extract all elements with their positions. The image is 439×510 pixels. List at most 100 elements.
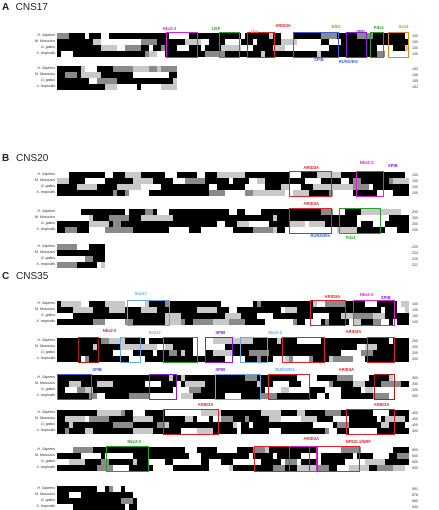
- motif-box: [356, 171, 385, 197]
- alignment-shading: [273, 465, 281, 471]
- alignment-shading: [205, 350, 209, 356]
- alignment-shading: [205, 172, 217, 178]
- alignment-shading: [209, 209, 217, 215]
- alignment-shading: [57, 301, 61, 307]
- alignment-shading: [197, 307, 217, 313]
- alignment-shading: [161, 190, 177, 196]
- alignment-shading: [73, 190, 77, 196]
- alignment-shading: [333, 416, 349, 422]
- alignment-shading: [133, 221, 141, 227]
- alignment-shading: [125, 319, 133, 325]
- alignment-shading: [205, 344, 225, 350]
- alignment-shading: [189, 387, 201, 393]
- alignment-shading: [217, 178, 229, 184]
- alignment-shading: [145, 301, 149, 307]
- alignment-shading: [385, 416, 405, 422]
- alignment-shading: [241, 45, 253, 51]
- alignment-shading: [57, 39, 69, 45]
- alignment-shading: [217, 221, 225, 227]
- alignment-shading: [185, 416, 193, 422]
- alignment-shading: [305, 33, 321, 39]
- motif-box: [120, 337, 142, 363]
- alignment-shading: [249, 416, 269, 422]
- alignment-shading: [77, 244, 81, 250]
- alignment-shading: [73, 344, 81, 350]
- alignment-shading: [333, 172, 341, 178]
- alignment-shading: [73, 51, 89, 57]
- alignment-shading: [301, 381, 321, 387]
- alignment-shading: [213, 221, 217, 227]
- alignment-shading: [365, 356, 377, 362]
- alignment-shading: [57, 45, 61, 51]
- alignment-shading: [69, 33, 73, 39]
- sequence-row: [57, 45, 409, 51]
- alignment-shading: [317, 307, 337, 313]
- alignment-shading: [221, 313, 225, 319]
- alignment-shading: [57, 227, 65, 233]
- motif-label: Sox17: [134, 291, 147, 296]
- alignment-shading: [353, 381, 365, 387]
- alignment-shading: [73, 215, 89, 221]
- alignment-shading: [273, 215, 277, 221]
- alignment-shading: [285, 190, 293, 196]
- alignment-shading: [149, 51, 157, 57]
- alignment-shading: [245, 209, 261, 215]
- alignment-shading: [157, 39, 169, 45]
- alignment-shading: [257, 221, 269, 227]
- alignment-shading: [273, 381, 289, 387]
- alignment-block: H. Sapiens 100 M. Musculus 100 G. gallus 100 X…: [0, 160, 439, 197]
- alignment-shading: [281, 307, 285, 313]
- alignment-shading: [125, 307, 141, 313]
- alignment-shading: [89, 375, 101, 381]
- alignment-shading: [289, 356, 293, 362]
- alignment-shading: [157, 66, 161, 72]
- alignment-shading: [81, 356, 85, 362]
- alignment-shading: [141, 84, 161, 90]
- alignment-shading: [197, 428, 213, 434]
- alignment-shading: [361, 221, 369, 227]
- alignment-shading: [93, 504, 105, 510]
- alignment-shading: [341, 410, 349, 416]
- alignment-shading: [341, 313, 353, 319]
- alignment-shading: [153, 78, 161, 84]
- alignment-shading: [389, 410, 397, 416]
- alignment-shading: [329, 393, 333, 399]
- position-number: 153: [412, 67, 418, 71]
- alignment-shading: [185, 39, 201, 45]
- alignment-shading: [269, 422, 285, 428]
- alignment-shading: [225, 313, 241, 319]
- alignment-shading: [365, 381, 373, 387]
- alignment-shading: [245, 416, 249, 422]
- alignment-shading: [325, 410, 341, 416]
- species-label: X. tropicalis: [36, 393, 55, 397]
- alignment-shading: [197, 313, 201, 319]
- alignment-shading: [93, 350, 101, 356]
- alignment-shading: [73, 313, 93, 319]
- alignment-shading: [381, 39, 385, 45]
- alignment-shading: [197, 190, 205, 196]
- alignment-shading: [269, 344, 289, 350]
- motif-label: ARID3A: [197, 402, 214, 407]
- alignment-shading: [197, 221, 213, 227]
- alignment-shading: [261, 381, 273, 387]
- sequence-row: [57, 262, 105, 268]
- alignment-shading: [329, 319, 349, 325]
- alignment-shading: [113, 410, 121, 416]
- alignment-shading: [173, 215, 189, 221]
- alignment-shading: [205, 51, 225, 57]
- alignment-shading: [93, 313, 109, 319]
- alignment-shading: [389, 344, 397, 350]
- motif-box: [289, 446, 318, 472]
- alignment-block: H. Sapiens 400 M. Musculus 400 G. gallus 400 X…: [0, 402, 439, 435]
- alignment-shading: [341, 350, 361, 356]
- alignment-shading: [177, 172, 181, 178]
- alignment-shading: [225, 33, 241, 39]
- alignment-shading: [105, 227, 109, 233]
- alignment-shading: [337, 387, 341, 393]
- alignment-shading: [273, 45, 285, 51]
- alignment-shading: [349, 410, 357, 416]
- alignment-shading: [317, 227, 337, 233]
- alignment-shading: [325, 338, 341, 344]
- alignment-shading: [357, 453, 369, 459]
- alignment-shading: [85, 338, 93, 344]
